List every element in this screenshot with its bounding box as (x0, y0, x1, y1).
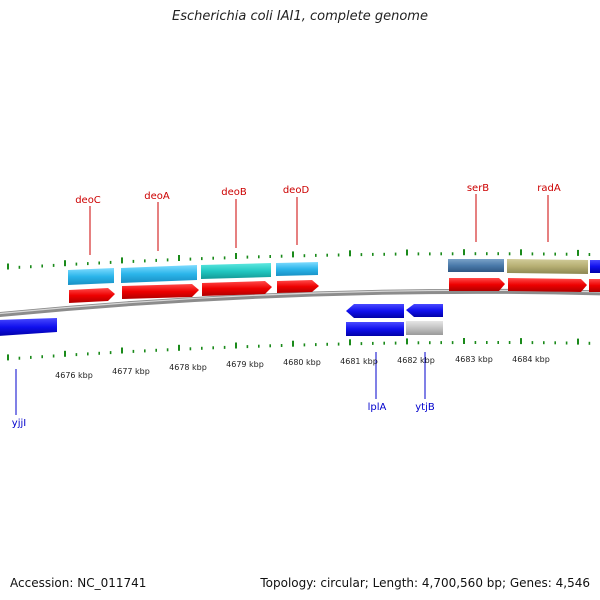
gene-label: serB (467, 183, 489, 194)
genome-summary-text: Topology: circular; Length: 4,700,560 bp… (260, 576, 590, 590)
genome-backbone (0, 288, 600, 318)
feature-block (346, 322, 404, 336)
scale-labels: 4676 kbp 4677 kbp 4678 kbp 4679 kbp 4680… (55, 355, 550, 380)
gene-arrow (508, 278, 587, 292)
scale-label: 4680 kbp (283, 358, 321, 367)
gene-arrow (69, 288, 115, 303)
feature-block (507, 259, 588, 274)
scale-label: 4684 kbp (512, 355, 550, 364)
gene-arrows-forward (69, 278, 600, 303)
gene-arrow (449, 278, 505, 291)
accession-text: Accession: NC_011741 (10, 576, 147, 590)
gene-label: deoD (283, 185, 310, 196)
label-leaders (15, 194, 549, 415)
feature-block (406, 321, 443, 335)
feature-block (68, 268, 114, 285)
scale-label: 4678 kbp (169, 363, 207, 372)
feature-block (201, 263, 271, 279)
gene-label: radA (537, 183, 561, 194)
gene-arrow (406, 304, 443, 317)
feature-row-top-upper (68, 259, 600, 285)
feature-block (121, 265, 197, 283)
gene-label: yjjI (12, 418, 26, 429)
gene-labels-top: deoC deoA deoB deoD serB radA (75, 183, 561, 206)
gene-label: deoB (221, 187, 247, 198)
scale-label: 4677 kbp (112, 367, 150, 376)
gene-arrow (0, 318, 57, 336)
gene-arrow (277, 280, 319, 293)
scale-label: 4682 kbp (397, 356, 435, 365)
feature-block (448, 259, 504, 272)
gene-arrow (202, 281, 272, 296)
gene-arrows-reverse (0, 304, 443, 336)
scale-label: 4681 kbp (340, 357, 378, 366)
gene-arrow (122, 284, 199, 299)
gene-labels-bottom: yjjI lplA ytjB (12, 402, 435, 429)
gene-arrow (346, 304, 404, 318)
feature-block (590, 260, 600, 273)
scale-label: 4683 kbp (455, 355, 493, 364)
feature-block (276, 262, 318, 276)
gene-arrow (589, 279, 600, 292)
gene-label: deoC (75, 195, 101, 206)
gene-label: lplA (368, 402, 387, 413)
gene-label: deoA (144, 191, 170, 202)
bottom-tick-marks (7, 338, 591, 361)
scale-label: 4679 kbp (226, 360, 264, 369)
gene-label: ytjB (415, 402, 435, 413)
top-tick-marks (7, 249, 591, 270)
genome-title: Escherichia coli IAI1, complete genome (172, 9, 428, 24)
scale-label: 4676 kbp (55, 371, 93, 380)
